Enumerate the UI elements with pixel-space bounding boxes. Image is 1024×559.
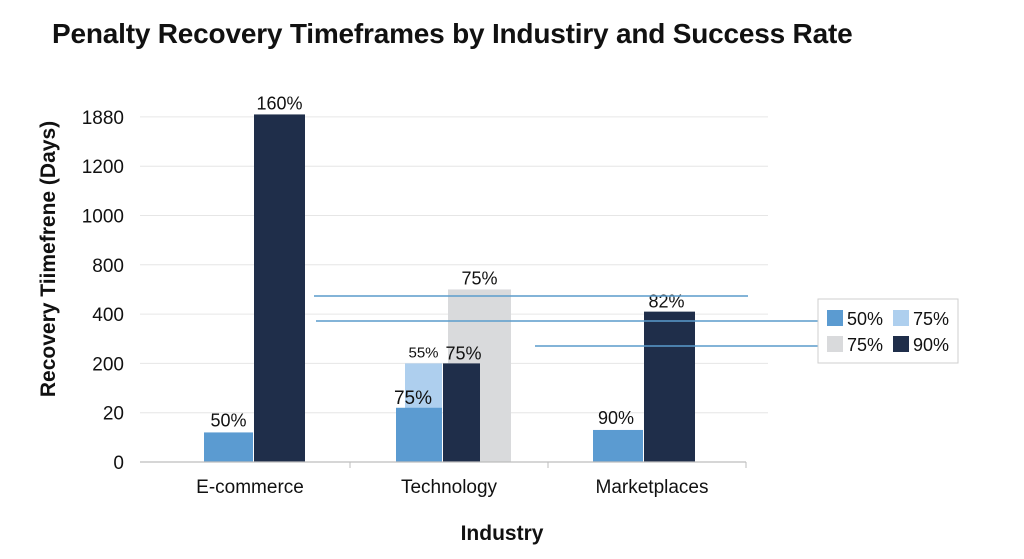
x-tick-label: Marketplaces [596, 477, 709, 498]
legend-swatch [893, 336, 909, 352]
x-tick-label: Technology [401, 477, 498, 498]
y-tick-label: 400 [92, 305, 124, 326]
data-label: 55% [408, 344, 438, 361]
bars [204, 114, 695, 462]
legend-label: 75% [913, 309, 949, 329]
bar-technology-90 [443, 363, 480, 462]
x-tick-labels: E-commerce Technology Marketplaces [196, 477, 708, 498]
legend-swatch [827, 310, 843, 326]
bar-marketplaces-50 [593, 429, 643, 462]
axes [140, 461, 747, 468]
legend: 50% 75% 75% 90% [817, 298, 959, 364]
chart-title: Penalty Recovery Timeframes by Industiry… [52, 18, 853, 49]
data-label: 82% [648, 292, 684, 312]
legend-box [817, 298, 959, 364]
data-label: 75% [394, 388, 432, 409]
reference-lines [314, 295, 818, 347]
legend-label: 90% [913, 335, 949, 355]
x-axis-title: Industry [461, 522, 544, 545]
y-tick-labels: 0 20 200 400 800 1000 1200 1880 [82, 108, 124, 474]
bar-e-commerce-50 [204, 432, 253, 462]
data-label: 160% [256, 93, 302, 113]
x-tick-label: E-commerce [196, 477, 304, 498]
y-tick-label: 20 [103, 404, 124, 425]
legend-label: 50% [847, 309, 883, 329]
y-tick-label: 1880 [82, 108, 124, 129]
bar-technology-50 [396, 407, 442, 462]
data-label: 75% [461, 268, 497, 288]
legend-swatch [893, 310, 909, 326]
y-tick-label: 1200 [82, 157, 124, 178]
y-tick-label: 0 [113, 453, 124, 474]
y-tick-label: 200 [92, 354, 124, 375]
bar-marketplaces-90 [644, 311, 695, 462]
data-label: 75% [445, 343, 481, 363]
y-tick-label: 800 [92, 256, 124, 277]
legend-swatch [827, 336, 843, 352]
data-label: 50% [210, 410, 246, 430]
legend-label: 75% [847, 335, 883, 355]
data-label: 90% [598, 408, 634, 428]
y-axis-title: Recovery Tiimefrene (Days) [37, 121, 60, 397]
y-tick-label: 1000 [82, 207, 124, 228]
bar-e-commerce-90 [254, 114, 305, 462]
